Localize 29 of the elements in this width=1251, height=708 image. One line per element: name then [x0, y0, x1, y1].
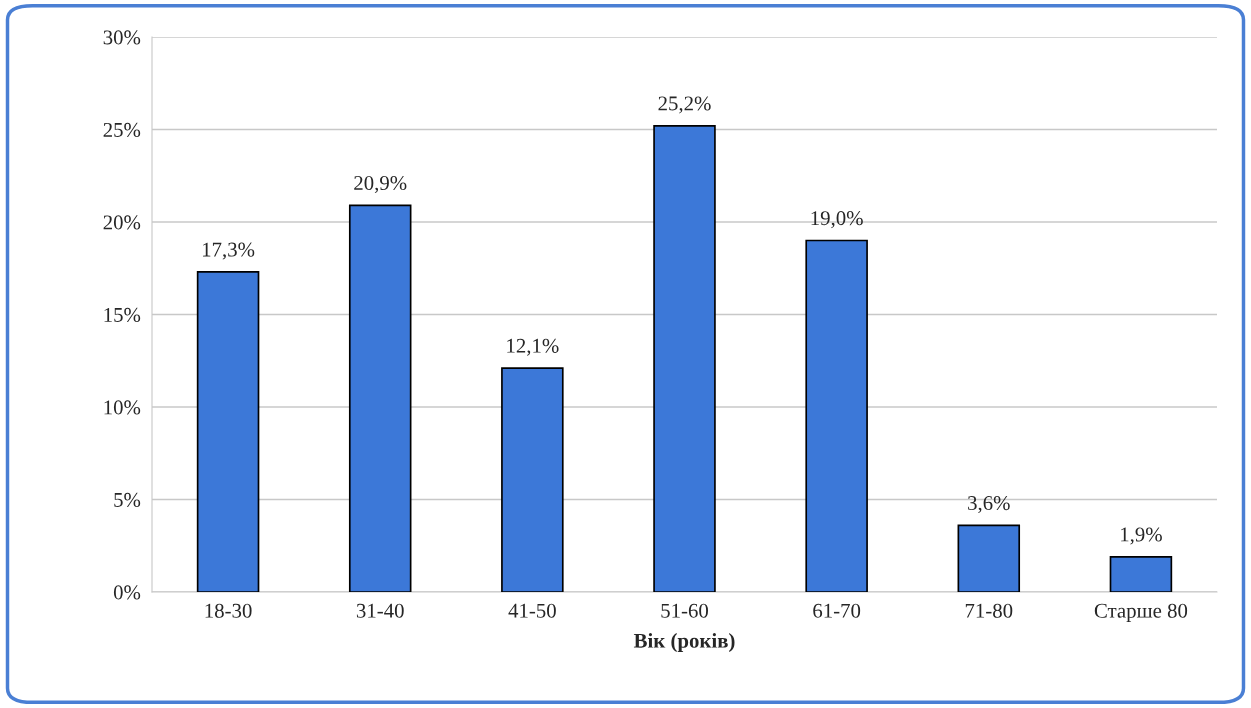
data-label: 20,9%: [354, 175, 407, 194]
bar: [501, 367, 564, 592]
x-tick-label: 41-50: [508, 603, 556, 618]
y-tick-label: 25%: [103, 122, 141, 137]
y-tick-label: 10%: [104, 400, 141, 415]
data-label: 12,1%: [507, 338, 559, 356]
x-tick-label: 61-70: [813, 603, 861, 618]
y-tick-label: 5%: [114, 492, 141, 507]
data-label: 3,6%: [968, 496, 1010, 514]
bar: [1109, 556, 1173, 592]
data-label: 17,3%: [203, 242, 255, 260]
x-axis-title: Вік (років): [633, 633, 735, 653]
x-tick-label: 71-80: [965, 603, 1013, 618]
y-tick-label: 0%: [113, 585, 141, 600]
bar: [348, 204, 412, 592]
x-tick-label: 51-60: [661, 603, 709, 618]
bar: [805, 239, 868, 592]
y-tick-label: 15%: [104, 307, 141, 322]
y-tick-label: 30%: [103, 30, 141, 45]
bar: [196, 271, 260, 592]
x-tick-label: Старше 80: [1094, 603, 1188, 622]
data-label: 25,2%: [658, 96, 711, 114]
y-tick-label: 20%: [103, 215, 141, 230]
x-tick-label: 31-40: [356, 603, 404, 618]
x-tick-label: 18-30: [205, 603, 252, 618]
data-label: 19,0%: [811, 211, 863, 229]
data-label: 1,9%: [1121, 527, 1162, 545]
bar: [957, 524, 1021, 592]
bar: [653, 124, 716, 592]
